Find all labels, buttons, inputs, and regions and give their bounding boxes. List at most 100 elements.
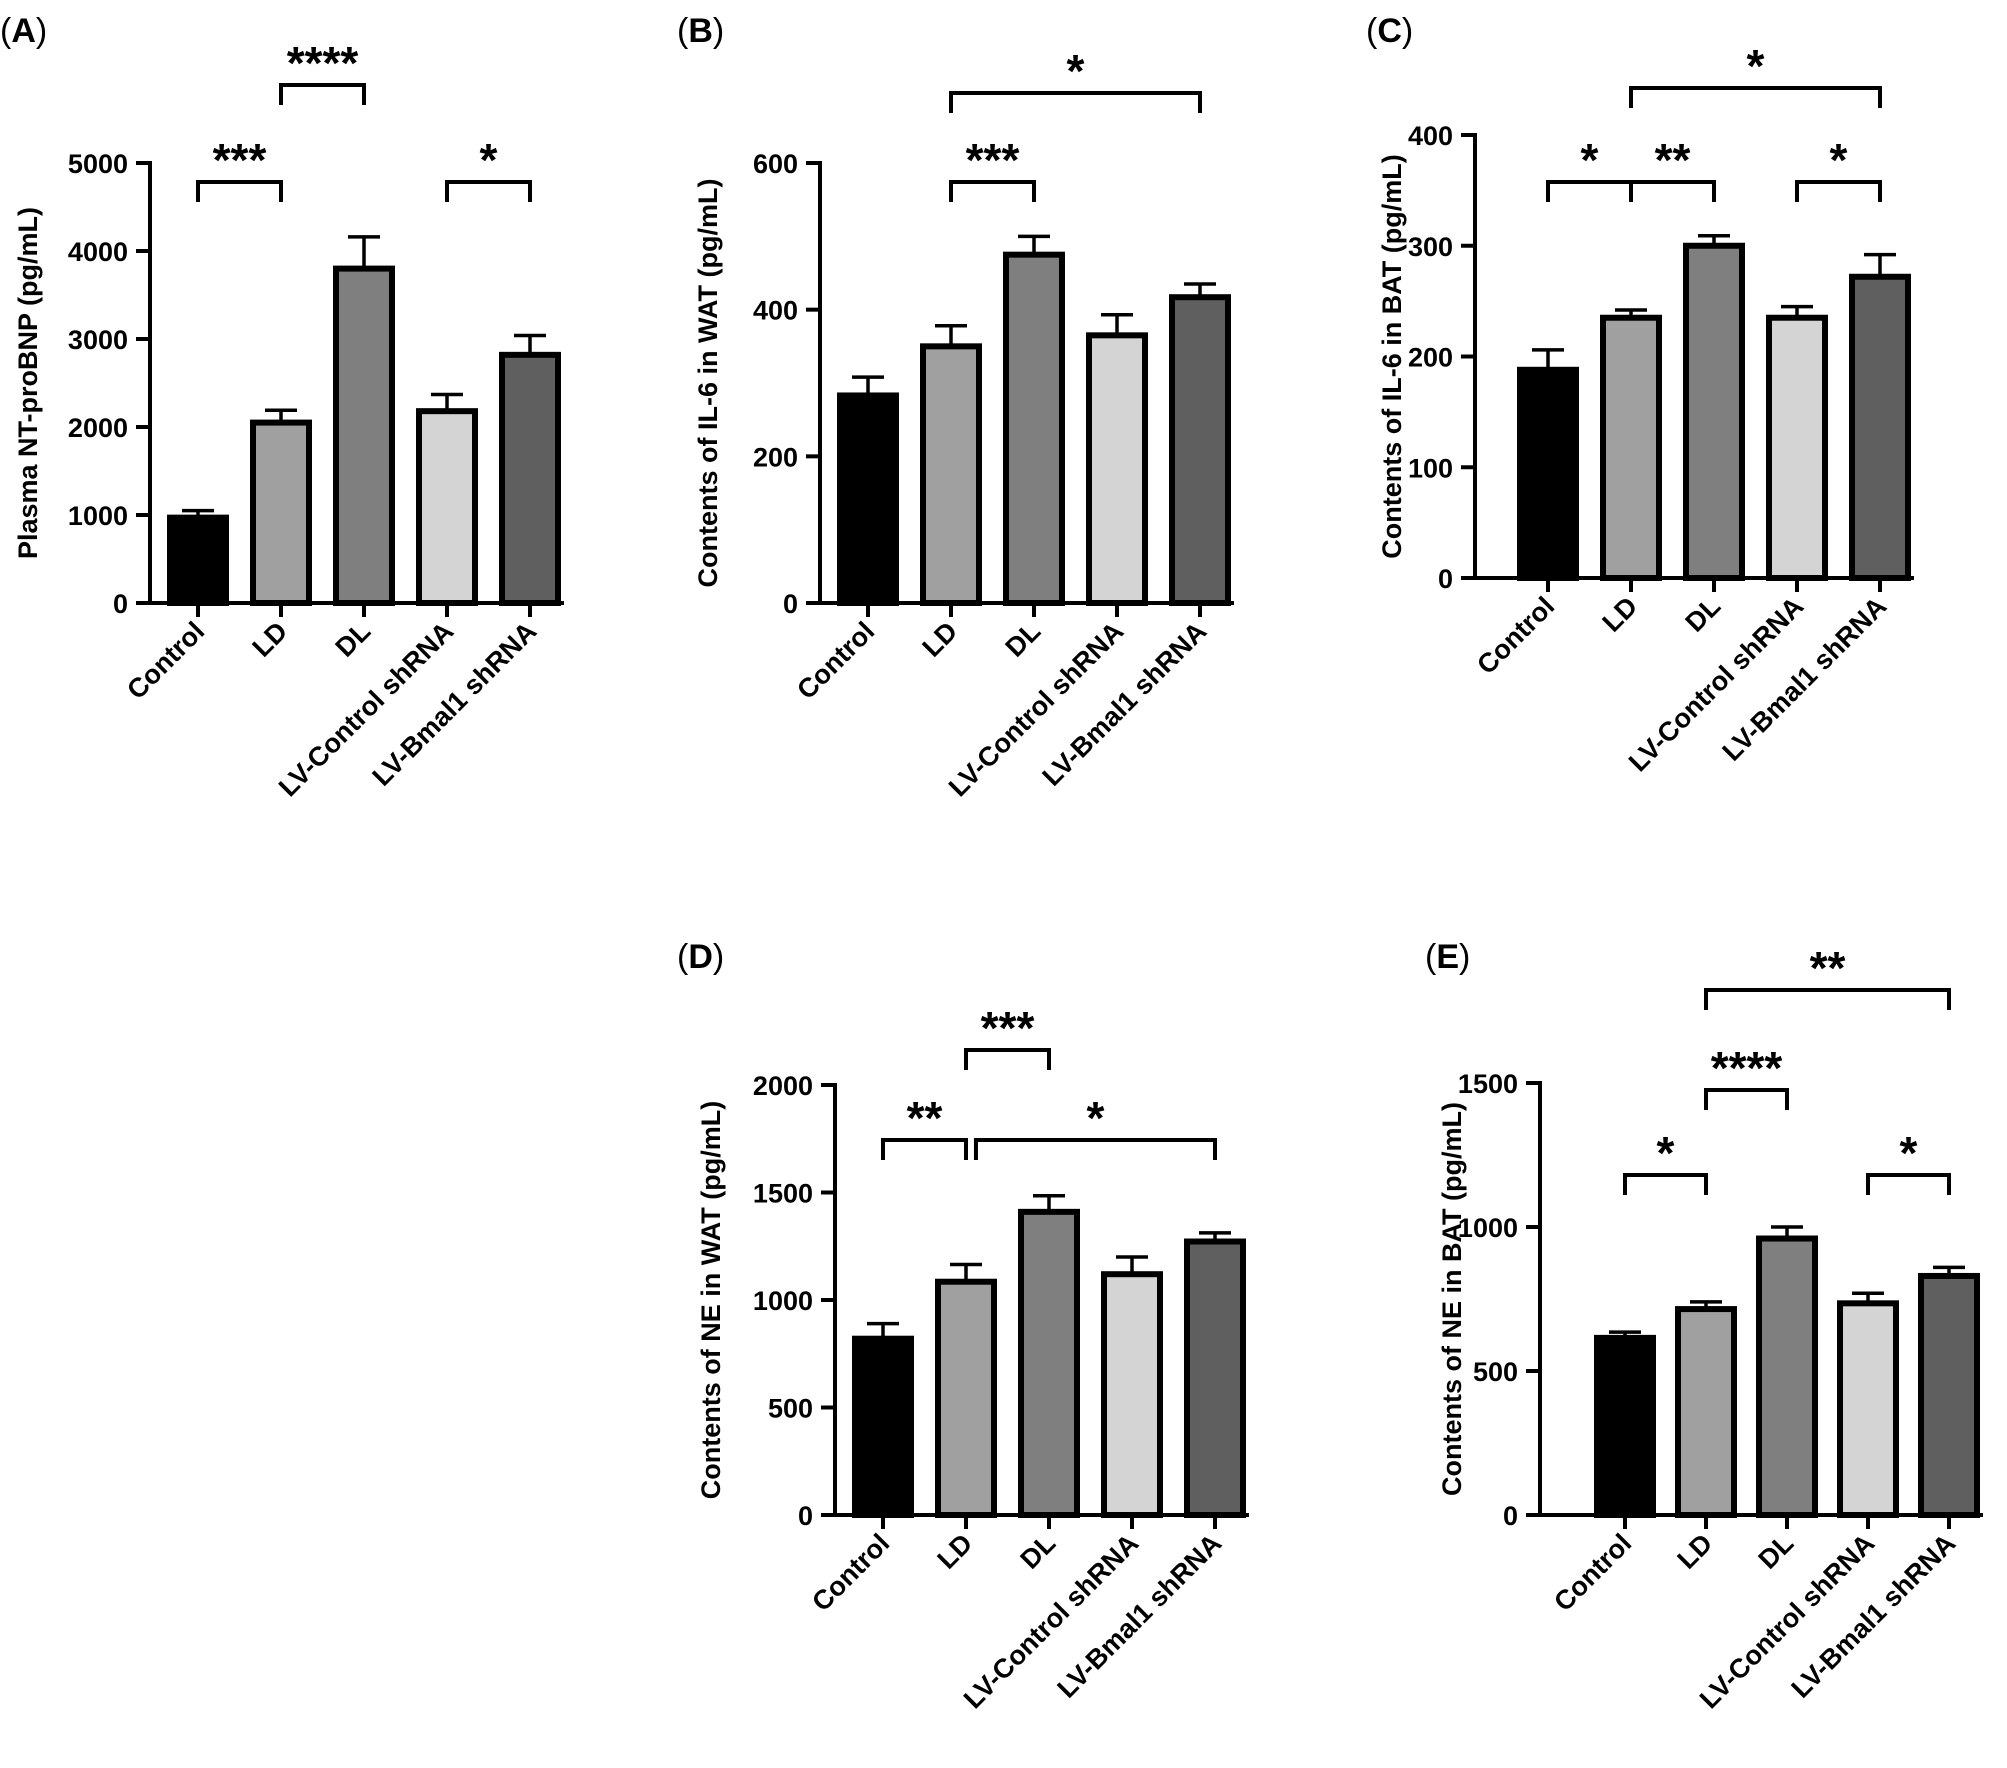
significance-label: * xyxy=(1581,134,1599,186)
panel-letter: C xyxy=(1377,12,1402,50)
significance-label: * xyxy=(1657,1127,1675,1179)
significance-bracket xyxy=(1629,86,1882,108)
panel-b: (B) 0 200 400 600 Contents of IL-6 in WAT (pg… xyxy=(677,12,1234,802)
y-tick-label: 0 xyxy=(798,1501,813,1531)
y-axis-label: Plasma NT-proBNP (pg/mL) xyxy=(13,207,43,559)
y-tick-label: 600 xyxy=(753,149,798,179)
panel-label: (C) xyxy=(1366,12,1413,50)
bar-ld xyxy=(250,419,312,606)
bar-dl xyxy=(1683,242,1745,581)
significance-bracket xyxy=(1795,180,1882,202)
y-tick-label: 1500 xyxy=(1458,1069,1518,1099)
y-tick-label: 200 xyxy=(753,442,798,472)
x-category-label: Control xyxy=(791,616,880,705)
significance-label: *** xyxy=(213,134,267,186)
x-category-label: DL xyxy=(330,616,377,663)
x-category-label: LD xyxy=(247,616,294,663)
y-tick-label: 4000 xyxy=(68,237,128,267)
significance-label: ** xyxy=(1810,942,1846,994)
x-category-label: LV-Bmal1 shRNA xyxy=(366,616,542,792)
significance-label: **** xyxy=(287,37,359,89)
significance-label: *** xyxy=(966,134,1020,186)
x-category-label: LV-Bmal1 shRNA xyxy=(1716,591,1892,767)
significance-bracket xyxy=(1623,1173,1708,1195)
bar-control xyxy=(1517,366,1579,582)
bar-ld xyxy=(1675,1306,1737,1518)
y-tick-label: 1000 xyxy=(68,501,128,531)
significance-label: * xyxy=(480,134,498,186)
x-category-label: DL xyxy=(1680,591,1727,638)
significance-bracket xyxy=(964,1048,1051,1070)
y-tick-label: 1000 xyxy=(1458,1213,1518,1243)
significance-bracket xyxy=(1866,1173,1951,1195)
bar-ld xyxy=(1600,314,1662,581)
bar-lv-bmal1-shrna xyxy=(1849,273,1911,581)
bar-lv-bmal1-shrna xyxy=(1918,1272,1980,1518)
bar-lv-bmal1-shrna xyxy=(1184,1238,1246,1519)
y-axis-label: Contents of NE in WAT (pg/mL) xyxy=(696,1101,726,1499)
x-category-label: LD xyxy=(917,616,964,663)
y-axis-label: Contents of IL-6 in BAT (pg/mL) xyxy=(1377,154,1407,558)
x-category-label: Control xyxy=(1471,591,1560,680)
y-tick-label: 0 xyxy=(1503,1501,1518,1531)
bar-ld xyxy=(935,1278,997,1518)
bar-lv-control-shrna xyxy=(1837,1300,1899,1518)
y-tick-label: 100 xyxy=(1408,453,1453,483)
significance-label: **** xyxy=(1711,1042,1783,1094)
y-tick-label: 3000 xyxy=(68,325,128,355)
x-category-label: DL xyxy=(1000,616,1047,663)
y-tick-label: 1000 xyxy=(753,1286,813,1316)
y-tick-label: 200 xyxy=(1408,343,1453,373)
y-tick-label: 500 xyxy=(768,1394,813,1424)
y-tick-label: 0 xyxy=(1438,564,1453,594)
panel-letter: A xyxy=(11,12,36,50)
x-category-label: LD xyxy=(1672,1528,1719,1575)
panel-label: (A) xyxy=(0,12,47,50)
significance-label: * xyxy=(1830,134,1848,186)
significance-bracket xyxy=(949,180,1036,202)
panel-a: (A) 0 1000 2000 3000 4000 5000 Plasma NT-proBNP… xyxy=(0,12,564,802)
bar-lv-bmal1-shrna xyxy=(1169,294,1231,606)
x-category-label: Control xyxy=(1548,1528,1637,1617)
significance-label: * xyxy=(1900,1127,1918,1179)
panel-letter: D xyxy=(688,938,713,976)
significance-bracket xyxy=(973,1138,1217,1160)
y-tick-label: 1500 xyxy=(753,1179,813,1209)
bar-control xyxy=(852,1335,914,1518)
y-tick-label: 2000 xyxy=(753,1071,813,1101)
bar-dl xyxy=(1756,1235,1818,1519)
panel-letter: B xyxy=(688,12,713,50)
y-tick-label: 500 xyxy=(1473,1357,1518,1387)
y-tick-label: 5000 xyxy=(68,149,128,179)
bar-lv-control-shrna xyxy=(416,408,478,606)
bar-lv-bmal1-shrna xyxy=(499,351,561,606)
panel-label: (B) xyxy=(677,12,724,50)
significance-label: * xyxy=(1067,45,1085,97)
x-category-label: LD xyxy=(1597,591,1644,638)
bar-dl xyxy=(333,265,395,606)
significance-label: *** xyxy=(981,1002,1035,1054)
significance-bracket xyxy=(1704,988,1951,1010)
y-axis-label: Contents of IL-6 in WAT (pg/mL) xyxy=(693,179,723,588)
x-category-label: LV-Bmal1 shRNA xyxy=(1036,616,1212,792)
significance-label: ** xyxy=(1655,134,1691,186)
panel-d: (D) 0 500 1000 1500 2000 Contents of NE in WAT… xyxy=(677,938,1249,1714)
bar-lv-control-shrna xyxy=(1766,314,1828,581)
significance-bracket xyxy=(1704,1088,1789,1110)
panel-label: (D) xyxy=(677,938,724,976)
x-category-label: Control xyxy=(806,1528,895,1617)
y-tick-label: 0 xyxy=(783,589,798,619)
y-tick-label: 2000 xyxy=(68,413,128,443)
bar-control xyxy=(1594,1334,1656,1518)
bar-dl xyxy=(1018,1208,1080,1518)
x-category-label: Control xyxy=(121,616,210,705)
x-category-label: DL xyxy=(1753,1528,1800,1575)
panel-letter: E xyxy=(1436,938,1459,976)
significance-bracket xyxy=(445,180,532,202)
significance-bracket xyxy=(949,91,1202,113)
y-tick-label: 0 xyxy=(113,589,128,619)
significance-bracket xyxy=(196,180,283,202)
